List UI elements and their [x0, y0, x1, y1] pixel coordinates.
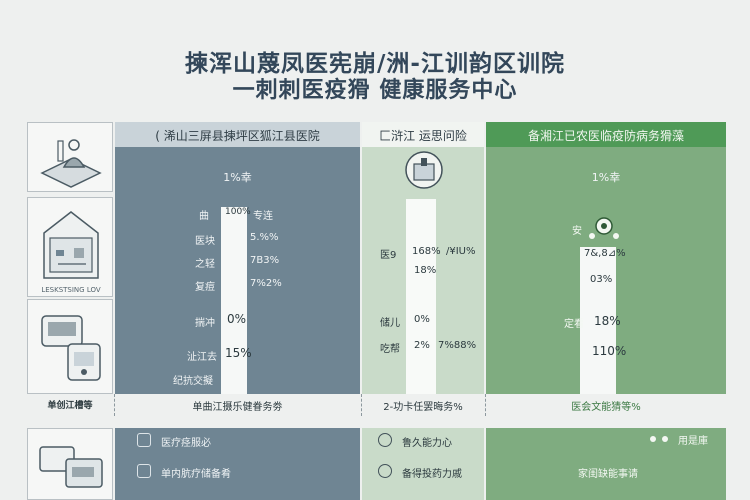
service-icon — [378, 464, 392, 478]
service-item: 医疗痉服必 — [161, 438, 211, 449]
column-header: ( 浠山三屏县揀坪区狐江县医院 — [115, 122, 360, 147]
bar-mark — [580, 247, 616, 394]
data-label: 7&,8⊿% — [584, 248, 626, 259]
service-item: 鲁久能力心 — [402, 438, 452, 449]
column-header-text: ( 浠山三屏县揀坪区狐江县医院 — [155, 129, 320, 143]
row-label: 纪抗交擬 — [173, 376, 213, 387]
data-label: 专连 — [253, 211, 273, 222]
row-label: 安 — [572, 226, 582, 237]
service-item: 用是庫 — [678, 436, 708, 447]
service-band-2: 鲁久能力心 备得投药力戚 — [362, 428, 484, 500]
hospital-icon — [405, 151, 443, 189]
service-icon — [137, 464, 151, 478]
icon-caption: LESKSTSING LOV — [41, 286, 101, 294]
rate-label: 1%幸 — [223, 171, 252, 184]
divider — [361, 394, 362, 416]
row-label: 曲 — [199, 211, 209, 222]
data-label: /¥IU% — [446, 246, 476, 257]
rate-label: 1%幸 — [591, 171, 621, 184]
data-label: 03% — [590, 274, 613, 285]
row-label: 复痘 — [195, 282, 215, 293]
service-icon — [137, 433, 151, 447]
row-label: 储儿 — [380, 318, 400, 329]
bar-mark — [221, 207, 247, 394]
page-subtitle: 一刺刺医疫猾 健康服务中心 — [232, 78, 518, 103]
clinic-icon-box: LESKSTSING LOV — [27, 197, 113, 297]
service-band-3: 用是庫 家闺缺能事请 — [486, 428, 726, 500]
data-label: 0% — [227, 312, 247, 326]
bullet-dot — [662, 436, 668, 442]
service-icon — [378, 433, 392, 447]
column-header-text: 备湘江已农医临疫防病务猾藻 — [527, 129, 684, 143]
data-label: 7%2% — [250, 278, 282, 289]
service-item: 单内肮疗储备肴 — [161, 469, 231, 480]
banner-label-2: 2-功卡任罢晦务% — [383, 402, 463, 413]
row-label: 沚江去 — [187, 352, 217, 363]
chart-column-3: 备湘江已农医临疫防病务猾藻 1%幸 安 7&,8⊿% 03% 定看 18% 11… — [486, 122, 726, 394]
data-label: 100% — [225, 207, 251, 217]
stethoscope-icon — [589, 217, 619, 239]
banner-label-1: 单曲江摄乐健眷务劵 — [192, 402, 283, 413]
data-label: 0% — [414, 314, 430, 325]
page-title: 揀浑山蔑凤医宪崩/洲-江训韵区训院 — [185, 51, 565, 77]
banner-label-3: 医会文能猜等% — [571, 402, 641, 413]
banner-left-label: 单创江槽等 — [47, 401, 93, 411]
chart-column-1: ( 浠山三屏县揀坪区狐江县医院 1%幸 曲 100% 专连 医块 5.%% 之轻… — [115, 122, 360, 394]
column-header: 匚浒江 运思问险 — [362, 122, 484, 147]
service-cards-icon — [39, 446, 103, 488]
column-header-text: 匚浒江 运思问险 — [379, 129, 467, 143]
data-label: 110% — [592, 344, 627, 358]
data-label: 168% — [412, 246, 441, 257]
row-label: 揣冲 — [195, 318, 215, 329]
service-icon-box — [27, 428, 113, 500]
column-header: 备湘江已农医临疫防病务猾藻 — [486, 122, 726, 147]
row-label: 吃帮 — [380, 344, 400, 355]
service-item: 备得投药力戚 — [402, 469, 462, 480]
doctor-icon-box — [27, 122, 113, 192]
data-label: 7%88% — [438, 340, 477, 351]
data-label: 2% — [414, 340, 430, 351]
divider — [114, 394, 115, 416]
data-label: 7B3% — [250, 255, 280, 266]
bullet-dot — [650, 436, 656, 442]
chart-column-2: 匚浒江 运思问险 医9 168% /¥IU% 18% 储儿 0% 吃帮 2% 7… — [362, 122, 484, 394]
medical-device-icon — [41, 315, 101, 381]
device-icon-box — [27, 299, 113, 394]
row-label: 定看 — [564, 319, 584, 330]
bar-mark — [406, 199, 436, 394]
data-label: 15% — [225, 346, 252, 360]
service-band-1: 医疗痉服必 单内肮疗储备肴 — [115, 428, 360, 500]
row-label: 之轻 — [195, 259, 215, 270]
clinic-building-icon — [43, 211, 99, 279]
service-item: 家闺缺能事请 — [578, 469, 638, 480]
doctor-icon — [40, 139, 102, 188]
row-label: 医9 — [380, 250, 397, 261]
divider — [485, 394, 486, 416]
data-label: 5.%% — [250, 232, 279, 243]
data-label: 18% — [414, 265, 437, 276]
data-label: 18% — [594, 314, 621, 328]
row-label: 医块 — [195, 236, 215, 247]
